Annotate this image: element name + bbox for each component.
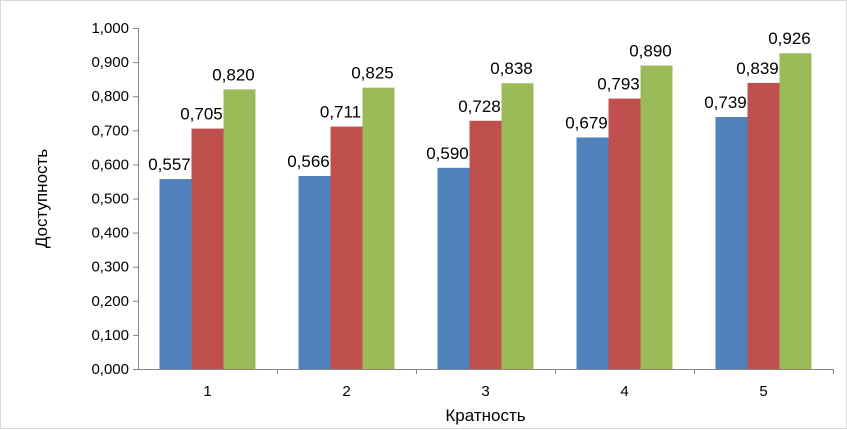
y-axis-title: Доступность (32, 149, 51, 248)
y-tick-label: 0,500 (91, 191, 129, 208)
bar (779, 53, 812, 369)
bar (298, 175, 331, 369)
data-label: 0,825 (351, 64, 394, 83)
data-label: 0,820 (212, 65, 255, 84)
bar (223, 89, 256, 369)
y-tick-label: 0,100 (91, 327, 129, 344)
data-label: 0,728 (458, 97, 501, 116)
y-tick-label: 0,600 (91, 156, 129, 173)
y-tick-label: 0,800 (91, 88, 129, 105)
data-label: 0,838 (490, 59, 533, 78)
data-label: 0,711 (320, 103, 361, 122)
data-label: 0,590 (426, 144, 469, 163)
data-label: 0,890 (629, 42, 672, 61)
bar (576, 137, 609, 369)
bar (608, 98, 641, 369)
bar (437, 167, 470, 369)
data-label: 0,679 (565, 113, 608, 132)
data-labels: 0,557 0,705 0,820 0,566 0,711 0,825 0,590 0,728… (148, 29, 811, 174)
y-tick-label: 0,700 (91, 122, 129, 139)
y-tick-label: 0,300 (91, 259, 129, 276)
data-label: 0,557 (148, 155, 191, 174)
bar (747, 82, 780, 369)
y-tick-label: 0,400 (91, 225, 129, 242)
y-tick-label: 1,000 (91, 20, 129, 37)
data-label: 0,793 (597, 75, 640, 94)
bar (191, 128, 224, 369)
x-tick-label: 1 (203, 383, 211, 400)
y-tick-label: 0,200 (91, 293, 129, 310)
bar (715, 117, 748, 369)
x-axis-ticks: 1 2 3 4 5 (203, 369, 834, 400)
bars (159, 53, 812, 370)
data-label: 0,839 (736, 59, 779, 78)
x-tick-label: 3 (481, 383, 489, 400)
data-label: 0,566 (287, 152, 330, 171)
bar (330, 126, 363, 369)
bar (159, 179, 192, 369)
data-label: 0,705 (180, 105, 223, 124)
data-label: 0,739 (704, 93, 747, 112)
y-tick-label: 0,000 (91, 361, 129, 378)
data-label: 0,926 (768, 29, 811, 48)
bar (501, 83, 534, 369)
x-tick-label: 4 (620, 383, 628, 400)
bar (469, 120, 502, 369)
bar (362, 87, 395, 370)
x-axis-title: Кратность (445, 406, 525, 425)
x-tick-label: 2 (342, 383, 350, 400)
bar (640, 65, 673, 369)
x-tick-label: 5 (759, 383, 767, 400)
y-axis-ticks: 0,000 0,100 0,200 0,300 0,400 0,500 0,600 0,700… (91, 20, 138, 378)
y-tick-label: 0,900 (91, 54, 129, 71)
